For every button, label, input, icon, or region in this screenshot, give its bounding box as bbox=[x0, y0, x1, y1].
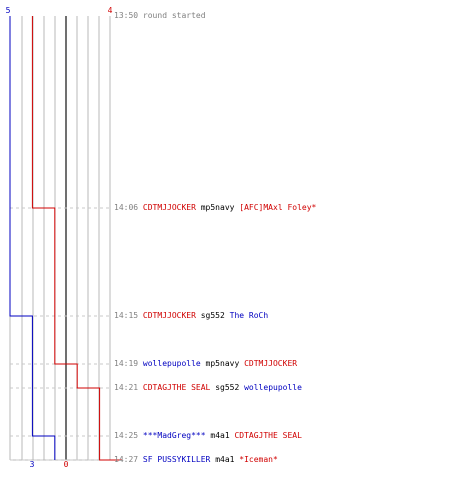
score-start-red: 4 bbox=[108, 6, 113, 15]
event-victim: [AFC]MAxl Foley* bbox=[239, 203, 317, 212]
event-row: 14:06 CDTMJJOCKER mp5navy [AFC]MAxl Fole… bbox=[114, 203, 316, 213]
event-weapon: sg552 bbox=[200, 311, 225, 320]
event-weapon: sg552 bbox=[215, 383, 240, 392]
event-victim: wollepupolle bbox=[244, 383, 302, 392]
event-weapon: m4a1 bbox=[210, 431, 230, 440]
event-row: 14:25 ***MadGreg*** m4a1 CDTAGJTHE SEAL bbox=[114, 431, 302, 441]
event-time: 13:50 bbox=[114, 11, 139, 20]
event-message: round started bbox=[142, 11, 206, 20]
event-weapon: mp5navy bbox=[200, 203, 235, 212]
event-row: 14:27 SF PUSSYKILLER m4a1 *Iceman* bbox=[114, 455, 278, 465]
event-victim: CDTMJJOCKER bbox=[244, 359, 298, 368]
event-row: 14:21 CDTAGJTHE SEAL sg552 wollepupolle bbox=[114, 383, 302, 393]
event-time: 14:19 bbox=[114, 359, 139, 368]
event-time: 14:15 bbox=[114, 311, 139, 320]
event-weapon: m4a1 bbox=[215, 455, 235, 464]
event-time: 14:27 bbox=[114, 455, 139, 464]
event-killer: CDTMJJOCKER bbox=[142, 311, 196, 320]
event-killer: CDTMJJOCKER bbox=[142, 203, 196, 212]
event-victim: *Iceman* bbox=[239, 455, 278, 464]
event-row: 13:50 round started bbox=[114, 11, 206, 21]
event-time: 14:06 bbox=[114, 203, 139, 212]
event-weapon: mp5navy bbox=[205, 359, 240, 368]
event-killer: wollepupolle bbox=[142, 359, 201, 368]
event-row: 14:19 wollepupolle mp5navy CDTMJJOCKER bbox=[114, 359, 297, 369]
event-victim: The RoCh bbox=[229, 311, 269, 320]
score-line-red bbox=[31, 16, 122, 461]
score-end-red: 0 bbox=[64, 460, 69, 469]
score-start-blue: 5 bbox=[6, 6, 11, 15]
score-end-blue: 3 bbox=[30, 460, 35, 469]
event-killer: SF PUSSYKILLER bbox=[142, 455, 211, 464]
event-time: 14:21 bbox=[114, 383, 139, 392]
score-line-blue bbox=[9, 16, 56, 460]
event-killer: CDTAGJTHE SEAL bbox=[142, 383, 211, 392]
event-row: 14:15 CDTMJJOCKER sg552 The RoCh bbox=[114, 311, 268, 321]
event-victim: CDTAGJTHE SEAL bbox=[234, 431, 302, 440]
event-time: 14:25 bbox=[114, 431, 139, 440]
event-killer: ***MadGreg*** bbox=[142, 431, 206, 440]
